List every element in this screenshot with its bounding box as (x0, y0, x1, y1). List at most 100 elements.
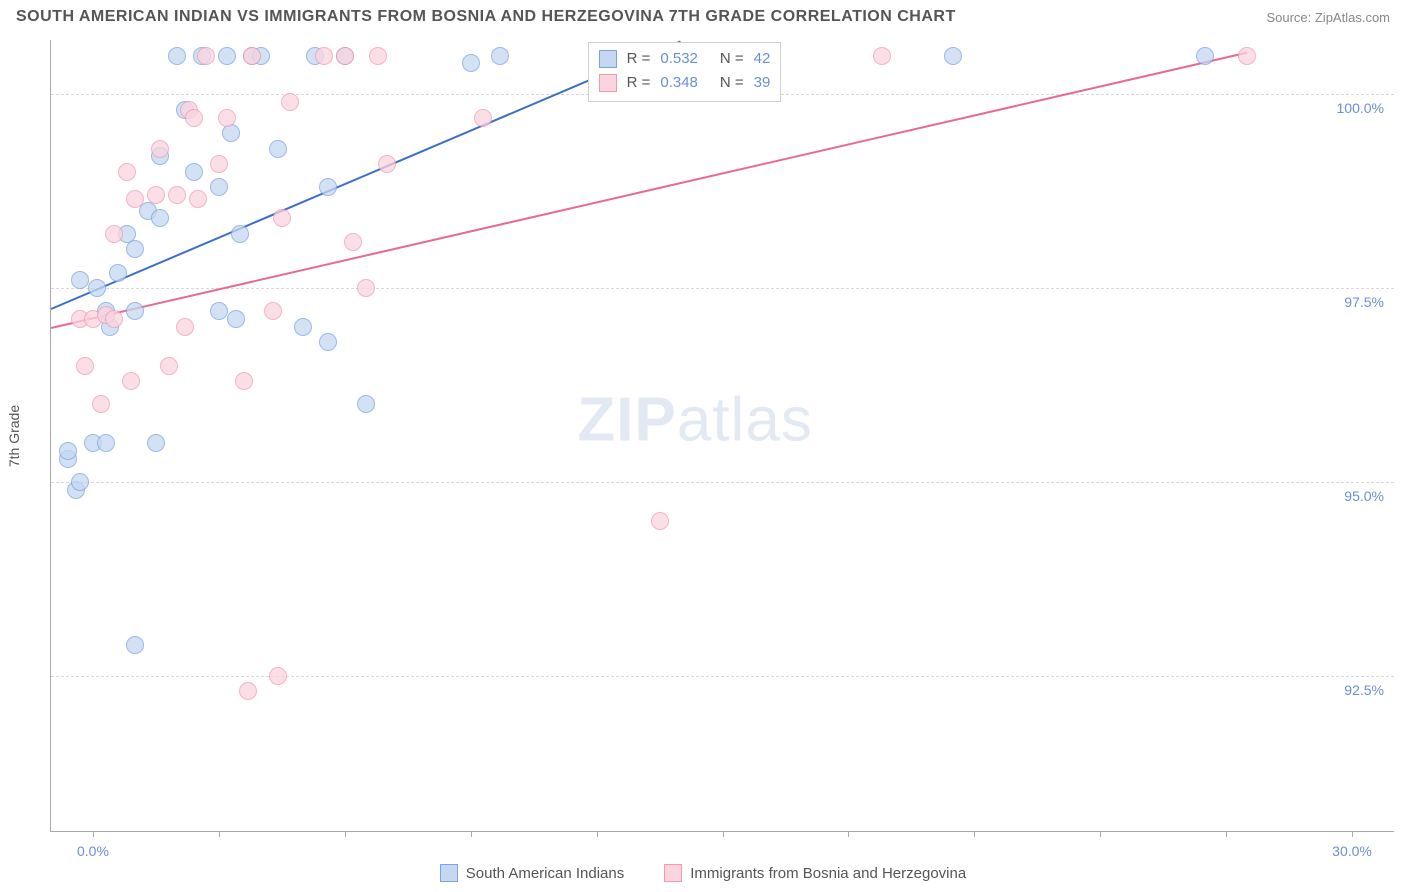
data-point-bih (336, 47, 354, 65)
data-point-sai (462, 54, 480, 72)
data-point-bih (344, 233, 362, 251)
legend-swatch (440, 864, 458, 882)
x-tick (1352, 831, 1353, 837)
series-legend-item-sai: South American Indians (440, 864, 624, 882)
data-point-sai (126, 302, 144, 320)
gridline (51, 288, 1394, 289)
legend-n-value: 39 (754, 71, 771, 95)
data-point-sai (319, 178, 337, 196)
x-tick (848, 831, 849, 837)
legend-n-label: N = (720, 71, 744, 95)
x-tick (345, 831, 346, 837)
data-point-sai (231, 225, 249, 243)
legend-n-value: 42 (754, 47, 771, 71)
data-point-sai (210, 302, 228, 320)
data-point-bih (197, 47, 215, 65)
data-point-bih (105, 225, 123, 243)
data-point-bih (378, 155, 396, 173)
data-point-bih (369, 47, 387, 65)
data-point-bih (151, 140, 169, 158)
data-point-sai (319, 333, 337, 351)
data-point-sai (357, 395, 375, 413)
x-tick (93, 831, 94, 837)
data-point-sai (151, 209, 169, 227)
data-point-bih (281, 93, 299, 111)
data-point-bih (264, 302, 282, 320)
data-point-sai (59, 442, 77, 460)
data-point-bih (105, 310, 123, 328)
legend-r-value: 0.532 (660, 47, 698, 71)
data-point-sai (491, 47, 509, 65)
x-tick (723, 831, 724, 837)
chart-title: SOUTH AMERICAN INDIAN VS IMMIGRANTS FROM… (16, 8, 956, 26)
legend-swatch (599, 50, 617, 68)
data-point-sai (269, 140, 287, 158)
data-point-bih (235, 372, 253, 390)
data-point-bih (651, 512, 669, 530)
y-tick-label: 95.0% (1342, 488, 1386, 504)
data-point-bih (122, 372, 140, 390)
x-tick (471, 831, 472, 837)
data-point-sai (185, 163, 203, 181)
y-axis-label: 7th Grade (6, 405, 22, 467)
source-attribution: Source: ZipAtlas.com (1266, 10, 1390, 25)
data-point-bih (210, 155, 228, 173)
data-point-bih (315, 47, 333, 65)
legend-row-bih: R = 0.348 N = 39 (599, 71, 771, 95)
x-tick-label: 30.0% (1332, 843, 1372, 859)
legend-n-label: N = (720, 47, 744, 71)
series-label: Immigrants from Bosnia and Herzegovina (690, 865, 966, 882)
x-tick-label: 0.0% (77, 843, 109, 859)
data-point-bih (239, 682, 257, 700)
data-point-bih (147, 186, 165, 204)
data-point-sai (126, 636, 144, 654)
data-point-sai (294, 318, 312, 336)
data-point-sai (109, 264, 127, 282)
data-point-bih (269, 667, 287, 685)
data-point-sai (944, 47, 962, 65)
series-label: South American Indians (466, 865, 624, 882)
data-point-bih (76, 357, 94, 375)
x-tick (974, 831, 975, 837)
data-point-bih (357, 279, 375, 297)
data-point-bih (92, 395, 110, 413)
data-point-sai (222, 124, 240, 142)
data-point-bih (126, 190, 144, 208)
data-point-bih (474, 109, 492, 127)
x-tick (219, 831, 220, 837)
gridline (51, 482, 1394, 483)
data-point-sai (218, 47, 236, 65)
data-point-sai (147, 434, 165, 452)
trend-line-sai (51, 40, 681, 309)
x-tick (597, 831, 598, 837)
legend-r-value: 0.348 (660, 71, 698, 95)
data-point-bih (189, 190, 207, 208)
legend-row-sai: R = 0.532 N = 42 (599, 47, 771, 71)
data-point-sai (88, 279, 106, 297)
plot-area: 92.5%95.0%97.5%100.0%0.0%30.0% 7th Grade… (50, 40, 1394, 832)
data-point-sai (227, 310, 245, 328)
data-point-sai (97, 434, 115, 452)
data-point-bih (118, 163, 136, 181)
legend-swatch (599, 74, 617, 92)
data-point-sai (71, 271, 89, 289)
data-point-bih (168, 186, 186, 204)
data-point-sai (168, 47, 186, 65)
series-legend-item-bih: Immigrants from Bosnia and Herzegovina (664, 864, 966, 882)
y-tick-label: 97.5% (1342, 294, 1386, 310)
data-point-bih (873, 47, 891, 65)
y-tick-label: 92.5% (1342, 682, 1386, 698)
legend-r-label: R = (627, 47, 651, 71)
correlation-legend: R = 0.532 N = 42 R = 0.348 N = 39 (588, 42, 782, 102)
data-point-bih (185, 109, 203, 127)
data-point-bih (176, 318, 194, 336)
data-point-bih (218, 109, 236, 127)
y-tick-label: 100.0% (1335, 100, 1386, 116)
data-point-sai (71, 473, 89, 491)
legend-swatch (664, 864, 682, 882)
data-point-bih (243, 47, 261, 65)
x-tick (1226, 831, 1227, 837)
data-point-sai (126, 240, 144, 258)
x-tick (1100, 831, 1101, 837)
legend-r-label: R = (627, 71, 651, 95)
